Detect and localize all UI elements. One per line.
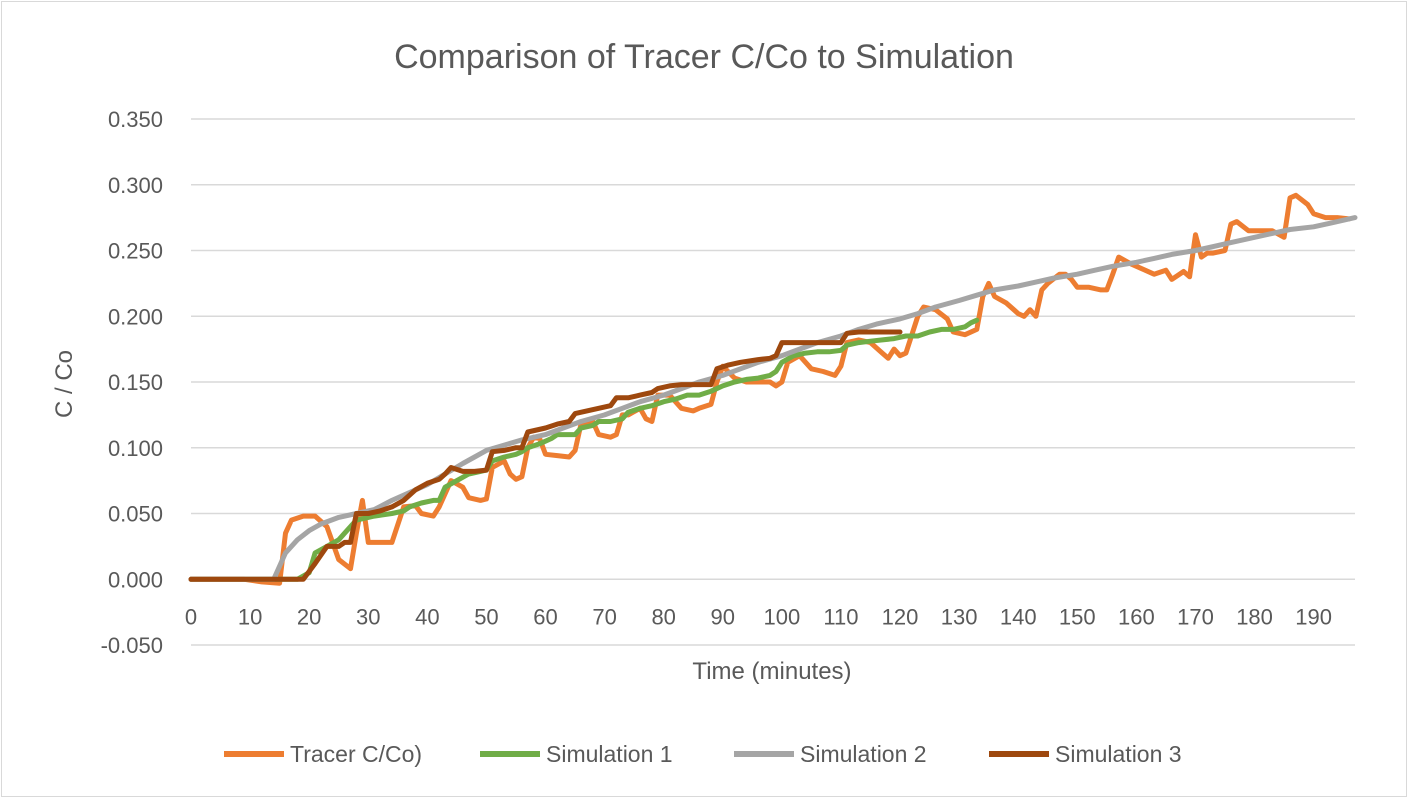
x-tick-label: 120 (882, 604, 919, 629)
x-tick-label: 170 (1177, 604, 1214, 629)
legend-item-4: Simulation 3 (989, 741, 1182, 767)
y-tick-label: 0.300 (108, 173, 163, 198)
series-line-2 (188, 317, 980, 582)
legend: Tracer C/Co) Simulation 1 Simulation 2 Simu… (224, 741, 1182, 767)
y-tick-label: 0.250 (108, 239, 163, 264)
legend-item-3: Simulation 2 (734, 741, 927, 767)
x-axis-title: Time (minutes) (692, 658, 851, 685)
x-tick-label: 130 (941, 604, 978, 629)
x-tick-label: 140 (1000, 604, 1037, 629)
series-lines (188, 192, 1358, 586)
x-tick-label: 70 (592, 604, 616, 629)
x-tick-label: 160 (1118, 604, 1155, 629)
chart-title: Comparison of Tracer C/Co to Simulation (394, 38, 1014, 76)
x-axis-ticks: 0 10 20 30 40 50 60 70 80 90 100 110 120 130 140 150 160… (185, 604, 1332, 629)
x-tick-label: 20 (297, 604, 321, 629)
x-tick-label: 0 (185, 604, 197, 629)
legend-item-1: Tracer C/Co) (224, 741, 422, 767)
series-line-3 (188, 215, 1358, 582)
y-tick-label: 0.200 (108, 304, 163, 329)
x-tick-label: 10 (238, 604, 262, 629)
y-tick-label: 0.350 (108, 107, 163, 132)
x-tick-label: 190 (1295, 604, 1332, 629)
series-line-4 (188, 329, 903, 582)
legend-label: Simulation 2 (800, 741, 927, 767)
x-tick-label: 50 (474, 604, 498, 629)
x-tick-label: 180 (1236, 604, 1273, 629)
y-tick-label: 0.050 (108, 502, 163, 527)
legend-label: Simulation 3 (1055, 741, 1182, 767)
x-tick-label: 40 (415, 604, 439, 629)
series-line-1 (188, 192, 1352, 586)
x-tick-label: 60 (533, 604, 557, 629)
x-tick-label: 80 (651, 604, 675, 629)
x-tick-label: 30 (356, 604, 380, 629)
legend-label: Simulation 1 (546, 741, 673, 767)
legend-item-2: Simulation 1 (480, 741, 673, 767)
y-axis-ticks: -0.050 0.000 0.050 0.100 0.150 0.200 0.250 0.30… (101, 107, 163, 658)
y-tick-label: 0.100 (108, 436, 163, 461)
y-axis-title: C / Co (51, 350, 78, 418)
y-tick-label: 0.000 (108, 567, 163, 592)
x-tick-label: 90 (711, 604, 735, 629)
y-tick-label: -0.050 (101, 633, 163, 658)
y-tick-label: 0.150 (108, 370, 163, 395)
x-tick-label: 100 (764, 604, 801, 629)
x-tick-label: 150 (1059, 604, 1096, 629)
legend-label: Tracer C/Co) (290, 741, 422, 767)
x-tick-label: 110 (823, 604, 858, 629)
